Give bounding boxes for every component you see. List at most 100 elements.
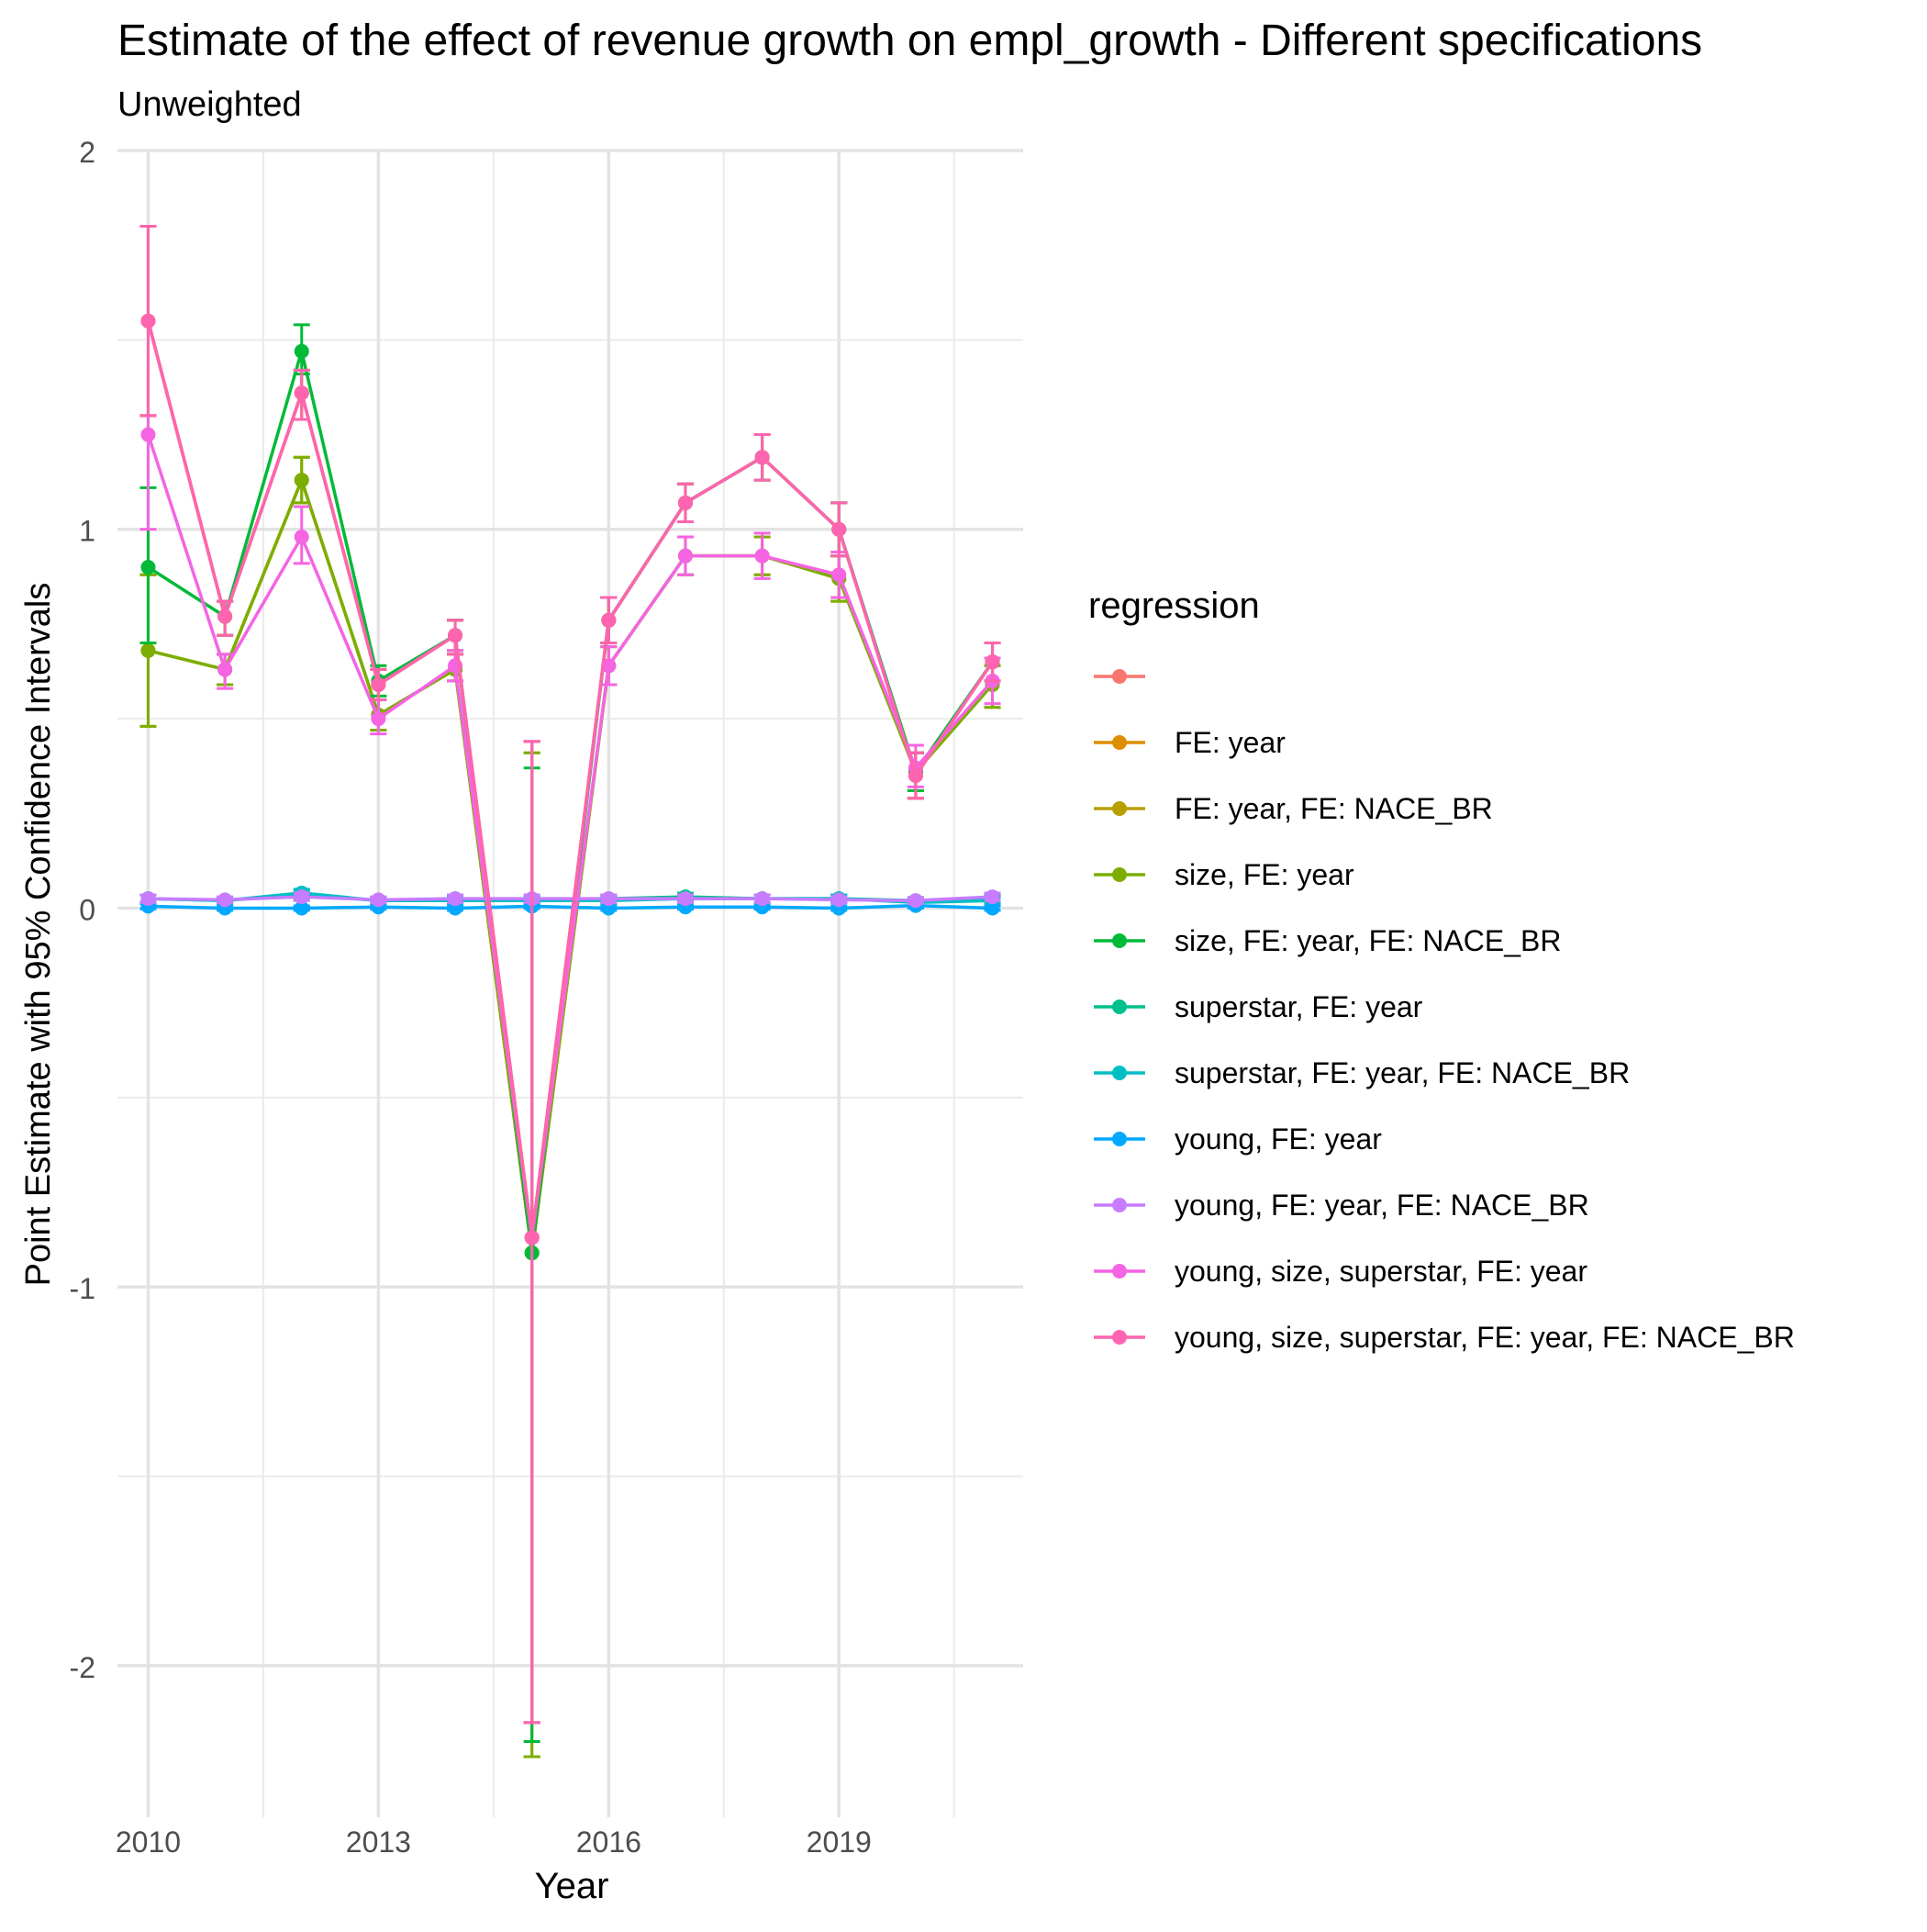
- data-point: [831, 892, 847, 908]
- legend-title: regression: [1088, 586, 1260, 626]
- series-9: [139, 889, 1001, 909]
- series-line: [148, 895, 993, 902]
- data-point: [754, 891, 770, 907]
- series-1: [139, 225, 1001, 1725]
- data-point: [524, 1230, 540, 1245]
- data-point: [985, 654, 1000, 670]
- y-tick-label: 0: [79, 893, 95, 926]
- data-point: [677, 495, 693, 510]
- data-point: [140, 313, 156, 329]
- data-point: [217, 662, 233, 677]
- data-point: [140, 891, 156, 907]
- data-point: [294, 385, 309, 401]
- data-point: [908, 768, 923, 783]
- series-line: [148, 475, 994, 1254]
- x-axis-label: Year: [535, 1866, 609, 1906]
- x-tick-label: 2019: [807, 1826, 872, 1859]
- legend-key-point: [1112, 1198, 1127, 1212]
- legend-label: FE: year, FE: NACE_BR: [1175, 792, 1493, 825]
- legend-key-point: [1112, 669, 1127, 684]
- data-point: [754, 548, 770, 564]
- legend-item-6: superstar, FE: year: [1094, 990, 1423, 1023]
- series-line: [146, 433, 994, 1238]
- data-point: [294, 529, 309, 544]
- legend-label: size, FE: year, FE: NACE_BR: [1175, 924, 1561, 957]
- data-point: [908, 893, 923, 909]
- y-tick-label: 2: [79, 136, 95, 169]
- legend-label: superstar, FE: year: [1175, 990, 1423, 1023]
- data-point: [371, 676, 386, 692]
- data-point: [448, 628, 463, 643]
- data-point: [985, 889, 1000, 905]
- data-point: [831, 521, 847, 537]
- legend-key-point: [1112, 1000, 1127, 1014]
- legend-key-point: [1112, 1066, 1127, 1080]
- legend: FE: year FE: year, FE: NACE_BR size, FE: y…: [1094, 669, 1795, 1354]
- data-point: [448, 891, 463, 907]
- legend-key-point: [1112, 933, 1127, 948]
- series-2: [139, 225, 1001, 1725]
- grid-lines: [117, 149, 1023, 1817]
- legend-label: size, FE: year: [1175, 858, 1354, 891]
- legend-item-2: FE: year: [1094, 726, 1286, 759]
- series-4: [139, 455, 1001, 1759]
- series-5: [139, 323, 1001, 1743]
- data-point: [754, 450, 770, 465]
- data-point: [294, 900, 309, 916]
- series-3: [139, 455, 1001, 1759]
- data-point: [601, 612, 617, 628]
- y-axis-ticks: -2 -1 0 1 2: [70, 136, 95, 1684]
- data-point: [985, 900, 1000, 916]
- legend-item-4: size, FE: year: [1094, 858, 1354, 891]
- legend-item-5: size, FE: year, FE: NACE_BR: [1094, 924, 1561, 957]
- series-line: [147, 344, 994, 1254]
- legend-label: FE: year: [1175, 726, 1286, 759]
- legend-item-7: superstar, FE: year, FE: NACE_BR: [1094, 1056, 1630, 1089]
- series-line: [148, 903, 993, 910]
- legend-label: young, size, superstar, FE: year, FE: NA…: [1175, 1321, 1795, 1354]
- legend-item-9: young, FE: year, FE: NACE_BR: [1094, 1189, 1589, 1222]
- y-tick-label: -2: [70, 1651, 95, 1684]
- x-tick-label: 2013: [346, 1826, 411, 1859]
- data-point: [831, 567, 847, 583]
- data-point: [371, 711, 386, 727]
- legend-item-10: young, size, superstar, FE: year: [1094, 1255, 1587, 1288]
- data-point: [294, 473, 309, 488]
- legend-key-point: [1112, 1264, 1127, 1279]
- chart-subtitle: Unweighted: [117, 85, 302, 124]
- series-line: [146, 320, 994, 1238]
- data-point: [294, 343, 309, 359]
- data-point: [371, 892, 386, 908]
- legend-label: superstar, FE: year, FE: NACE_BR: [1175, 1056, 1630, 1089]
- legend-key-point: [1112, 1132, 1127, 1146]
- series-11: [139, 225, 1001, 1725]
- data-point: [140, 427, 156, 442]
- legend-item-1: [1094, 669, 1145, 684]
- legend-key-point: [1112, 801, 1127, 816]
- chart-title: Estimate of the effect of revenue growth…: [117, 17, 1702, 65]
- legend-label: young, size, superstar, FE: year: [1175, 1255, 1587, 1288]
- data-point: [217, 609, 233, 624]
- series-line: [146, 320, 994, 1238]
- series-line: [148, 475, 994, 1254]
- data-point: [140, 560, 156, 575]
- legend-key-point: [1112, 1330, 1127, 1345]
- series-10: [139, 414, 1001, 1725]
- legend-item-8: young, FE: year: [1094, 1122, 1382, 1156]
- legend-key-point: [1112, 867, 1127, 882]
- legend-label: young, FE: year, FE: NACE_BR: [1175, 1189, 1589, 1222]
- data-point: [294, 889, 309, 905]
- x-axis-ticks: 2010 2013 2016 2019: [116, 1826, 872, 1859]
- series-group: [139, 225, 1001, 1759]
- legend-item-3: FE: year, FE: NACE_BR: [1094, 792, 1493, 825]
- data-point: [677, 891, 693, 907]
- x-tick-label: 2010: [116, 1826, 181, 1859]
- legend-label: young, FE: year: [1175, 1122, 1382, 1156]
- y-axis-label: Point Estimate with 95% Confidence Inter…: [19, 583, 58, 1287]
- data-point: [601, 891, 617, 907]
- y-tick-label: -1: [70, 1272, 95, 1305]
- data-point: [677, 548, 693, 564]
- legend-item-11: young, size, superstar, FE: year, FE: NA…: [1094, 1321, 1795, 1354]
